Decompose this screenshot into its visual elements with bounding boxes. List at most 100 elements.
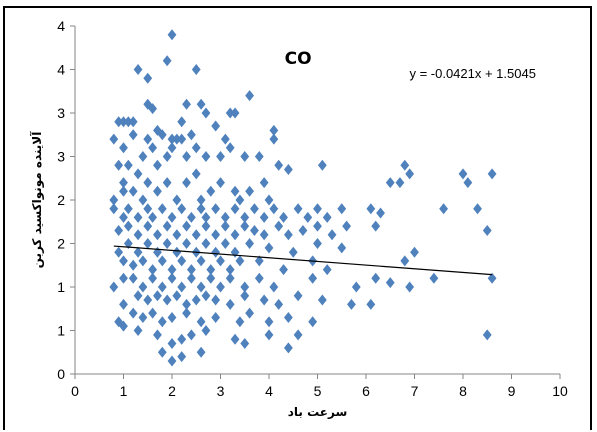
data-point — [366, 203, 376, 215]
data-point — [298, 224, 308, 236]
data-point — [128, 259, 138, 271]
data-point — [119, 211, 128, 223]
data-point — [293, 290, 303, 302]
data-point — [196, 316, 206, 328]
data-point — [201, 325, 211, 336]
data-point — [167, 29, 177, 41]
data-point — [133, 290, 143, 302]
scatter-chart: 0 1 2 3 4 5 6 7 8 9 10 0 1 1 2 2 3 3 4 4 CO y = -0.0421x + 1… — [29, 18, 568, 419]
data-point — [216, 281, 225, 293]
data-point — [313, 220, 322, 232]
data-point — [128, 185, 138, 197]
data-point — [172, 246, 182, 258]
data-point — [196, 255, 206, 267]
data-point — [322, 211, 332, 223]
data-point — [211, 120, 221, 132]
data-point — [119, 185, 128, 197]
data-point — [153, 290, 162, 302]
data-point — [395, 177, 405, 189]
data-point — [463, 177, 473, 189]
data-point — [119, 177, 128, 189]
data-point — [211, 203, 221, 215]
data-point — [172, 194, 182, 206]
data-point — [230, 185, 240, 197]
data-point — [211, 294, 221, 306]
data-point — [138, 194, 148, 206]
data-point — [201, 151, 211, 162]
data-point — [187, 129, 196, 141]
data-point — [123, 159, 133, 171]
data-point — [429, 272, 439, 284]
chart-frame: 0 1 2 3 4 5 6 7 8 9 10 0 1 1 2 2 3 3 4 4 CO y = -0.0421x + 1… — [3, 6, 592, 430]
data-point — [264, 194, 274, 206]
x-tick-label: 5 — [314, 383, 322, 399]
data-point — [148, 142, 157, 154]
data-point — [196, 203, 206, 215]
data-point — [172, 229, 182, 241]
data-point — [128, 129, 138, 141]
chart-title: CO — [285, 49, 312, 69]
data-point — [177, 116, 187, 128]
data-point — [410, 246, 419, 258]
data-point — [114, 224, 124, 236]
y-tick-label: 3 — [57, 149, 65, 165]
data-point — [439, 203, 448, 215]
data-point — [157, 346, 167, 358]
data-point — [128, 272, 138, 284]
x-tick-label: 10 — [552, 383, 568, 399]
data-point — [109, 194, 119, 206]
data-point — [264, 329, 274, 341]
data-point — [177, 351, 187, 363]
data-point — [245, 90, 254, 102]
data-point — [225, 142, 235, 154]
data-point — [240, 211, 250, 223]
data-point — [269, 203, 279, 215]
data-point — [157, 316, 167, 328]
data-point — [123, 220, 133, 232]
data-point — [201, 238, 211, 249]
data-point — [405, 281, 415, 293]
data-point — [162, 294, 172, 306]
data-point — [230, 203, 240, 215]
data-point — [123, 116, 133, 128]
data-point — [230, 107, 240, 119]
x-axis-title: سرعت باد — [288, 405, 348, 419]
data-point — [264, 242, 274, 254]
data-point — [220, 133, 230, 145]
data-point — [148, 264, 157, 276]
data-point — [114, 159, 124, 171]
data-point — [138, 281, 148, 293]
data-point — [177, 281, 187, 293]
data-point — [119, 272, 128, 284]
data-point — [216, 177, 225, 189]
data-point — [153, 329, 162, 341]
data-point — [230, 246, 240, 258]
data-point — [143, 177, 153, 189]
x-tick-label: 1 — [120, 383, 128, 399]
data-point — [284, 342, 293, 354]
data-point — [162, 151, 172, 162]
data-point — [133, 229, 143, 241]
data-point — [123, 238, 133, 249]
data-point — [284, 229, 293, 241]
data-point — [293, 203, 303, 215]
data-point — [317, 294, 327, 306]
data-point — [167, 311, 177, 323]
data-point — [245, 307, 254, 319]
data-point — [220, 211, 230, 223]
data-point — [317, 159, 327, 171]
data-point — [148, 272, 157, 284]
data-point — [187, 264, 196, 276]
data-point — [109, 281, 119, 293]
data-point — [308, 316, 318, 328]
data-point — [274, 298, 284, 310]
data-point — [143, 238, 153, 249]
data-point — [259, 294, 269, 306]
data-point — [157, 281, 167, 293]
data-point — [206, 264, 216, 276]
data-point — [153, 124, 162, 136]
data-point — [385, 177, 395, 189]
data-point — [482, 329, 492, 341]
y-tick-label: 4 — [57, 18, 65, 34]
data-point — [119, 320, 128, 332]
